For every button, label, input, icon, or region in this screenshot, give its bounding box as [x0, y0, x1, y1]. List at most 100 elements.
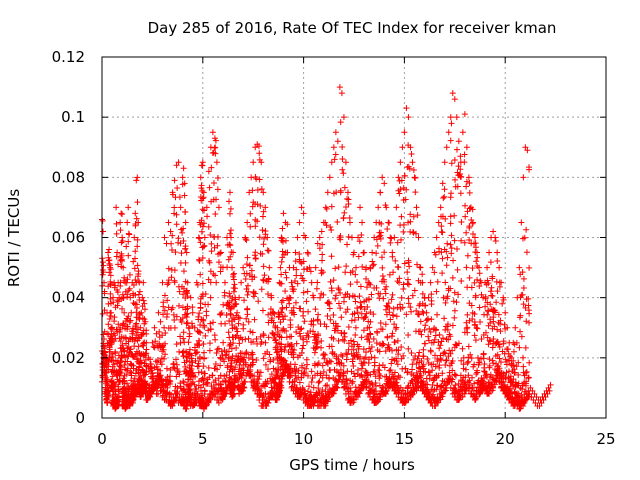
data-point	[291, 311, 298, 318]
data-point	[244, 254, 251, 261]
data-point	[488, 292, 495, 299]
data-point	[473, 249, 480, 256]
data-point	[443, 357, 450, 364]
data-point	[360, 327, 367, 334]
data-point	[328, 343, 335, 350]
data-point	[345, 233, 352, 240]
data-point	[413, 230, 420, 237]
data-point	[153, 363, 160, 370]
data-point	[227, 253, 234, 260]
data-point	[270, 357, 277, 364]
data-point	[308, 368, 315, 375]
data-point	[409, 390, 416, 397]
data-point	[268, 315, 275, 322]
data-point	[150, 373, 157, 380]
data-point	[368, 291, 375, 298]
data-point	[451, 156, 458, 163]
data-point	[133, 215, 140, 222]
data-point	[473, 393, 480, 400]
data-point	[326, 357, 333, 364]
data-point	[305, 308, 312, 315]
data-point	[517, 328, 524, 335]
data-point	[466, 180, 473, 187]
data-point	[183, 320, 190, 327]
data-point	[529, 387, 536, 394]
data-point	[392, 257, 399, 264]
data-point	[107, 278, 114, 285]
data-point	[354, 305, 361, 312]
data-point	[312, 345, 319, 352]
data-point	[443, 262, 450, 269]
data-point	[447, 114, 454, 121]
data-point	[242, 234, 249, 241]
data-point	[469, 374, 476, 381]
data-point	[128, 369, 135, 376]
data-point	[120, 294, 127, 301]
data-point	[125, 204, 132, 211]
data-point	[540, 396, 547, 403]
data-point	[226, 198, 233, 205]
data-point	[449, 274, 456, 281]
data-point	[419, 279, 426, 286]
data-point	[339, 144, 346, 151]
data-point	[471, 234, 478, 241]
data-point	[377, 189, 384, 196]
data-point	[463, 229, 470, 236]
data-point	[351, 396, 357, 403]
data-point	[428, 291, 435, 298]
data-point	[463, 183, 470, 190]
data-point	[371, 369, 378, 376]
data-point	[293, 340, 300, 347]
chart-title: Day 285 of 2016, Rate Of TEC Index for r…	[148, 19, 557, 37]
data-point	[467, 204, 474, 211]
data-point	[487, 320, 494, 327]
data-point	[222, 352, 229, 359]
data-point	[159, 332, 166, 339]
data-point	[316, 234, 323, 241]
data-point	[322, 399, 329, 406]
data-point	[208, 248, 215, 255]
data-point	[305, 333, 312, 340]
data-point	[314, 240, 321, 247]
data-point	[169, 304, 176, 311]
data-point	[401, 260, 408, 267]
data-point	[405, 114, 412, 121]
data-point	[419, 271, 426, 278]
data-point	[523, 368, 530, 375]
data-point	[258, 185, 265, 192]
data-point	[471, 279, 478, 286]
data-point	[409, 366, 416, 373]
data-point	[473, 370, 480, 377]
data-point	[400, 228, 407, 235]
data-point	[305, 250, 312, 257]
data-point	[171, 324, 178, 331]
data-point	[439, 180, 446, 187]
data-point	[425, 294, 432, 301]
data-point	[375, 396, 382, 403]
data-point	[494, 288, 501, 295]
data-point	[227, 311, 234, 318]
data-point	[149, 387, 156, 394]
data-point	[517, 312, 524, 319]
data-point	[468, 355, 475, 362]
data-point	[270, 319, 277, 326]
data-point	[357, 353, 364, 360]
data-point	[522, 369, 529, 376]
data-point	[311, 349, 318, 356]
data-point	[168, 240, 175, 247]
data-point	[282, 357, 289, 364]
data-point	[163, 365, 170, 372]
data-point	[261, 272, 268, 279]
data-point	[254, 380, 261, 387]
data-point	[393, 313, 400, 320]
data-point	[378, 254, 385, 261]
data-point	[178, 319, 185, 326]
data-point	[494, 326, 501, 333]
data-point	[206, 347, 213, 354]
data-point	[497, 320, 504, 327]
data-point	[194, 390, 201, 397]
data-point	[214, 242, 221, 249]
data-point	[436, 345, 443, 352]
data-point	[377, 290, 384, 297]
data-point	[405, 331, 412, 338]
